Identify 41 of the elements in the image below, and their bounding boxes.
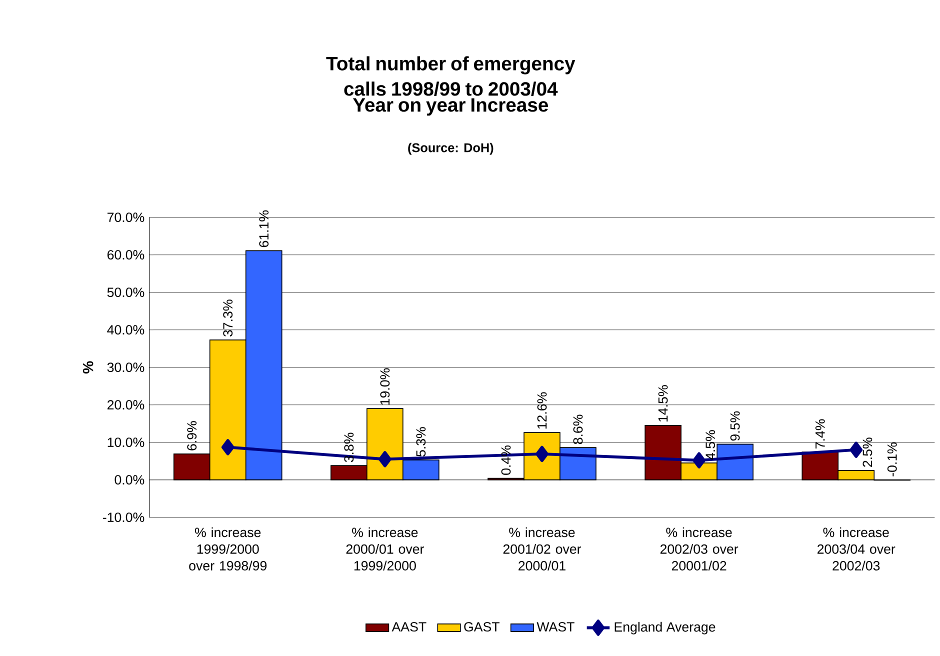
x-tick-label: % increase 2003/04 over 2002/03: [818, 527, 896, 570]
point: [850, 442, 863, 458]
data-label: 14.5%: [658, 385, 668, 422]
y-tick-label: 70.0%: [108, 212, 144, 222]
chart-subtitle: Year on year Increase: [352, 98, 548, 116]
y-tick-label: -10.0%: [102, 512, 144, 522]
chart-title: Total number of emergency calls 1998/99 to 2003/04: [326, 56, 576, 96]
legend-label: AAST: [392, 622, 426, 632]
data-label: 9.5%: [730, 411, 740, 441]
y-tick-label: 50.0%: [107, 288, 144, 298]
x-tick-label: % increase 2001/02 over 2000/01: [503, 527, 582, 570]
text: (Source: DoH): [408, 142, 494, 155]
y-tick-label: 0.0%: [114, 475, 144, 485]
x-tick-label: % increase 2002/03 over 20001/02: [660, 527, 738, 570]
data-label: 5.3%: [416, 427, 426, 456]
x-tick-label: % increase 2000/01 over 1999/2000: [346, 527, 424, 570]
y-tick-label: 10.0%: [108, 438, 144, 448]
data-label: 19.0%: [380, 368, 390, 405]
point: [221, 439, 234, 456]
data-label: 6.9%: [187, 421, 197, 450]
y-tick-label: 30.0%: [107, 362, 144, 372]
data-label: 12.6%: [537, 392, 547, 429]
data-label: 2.5%: [862, 438, 872, 467]
y-tick-label: 40.0%: [107, 325, 144, 335]
point: [378, 451, 392, 468]
legend-label: WAST: [536, 622, 574, 632]
data-label: 7.4%: [815, 419, 825, 448]
data-label: 61.1%: [259, 210, 269, 248]
y-tick-label: 60.0%: [107, 250, 144, 260]
data-label: 4.5%: [706, 430, 716, 460]
y-axis-title: %: [82, 361, 94, 374]
y-tick-label: 20.0%: [107, 400, 144, 410]
point: [692, 452, 706, 468]
data-label: 8.6%: [573, 414, 583, 444]
data-label: 37.3%: [223, 300, 233, 337]
legend-label: England Average: [614, 622, 716, 634]
data-label: 0.4%: [501, 445, 511, 475]
legend-label: GAST: [464, 622, 500, 632]
data-label: 3.8%: [344, 432, 354, 462]
x-tick-label: % increase 1999/2000 over 1998/99: [189, 527, 267, 570]
data-label: -0.1%: [887, 442, 897, 476]
